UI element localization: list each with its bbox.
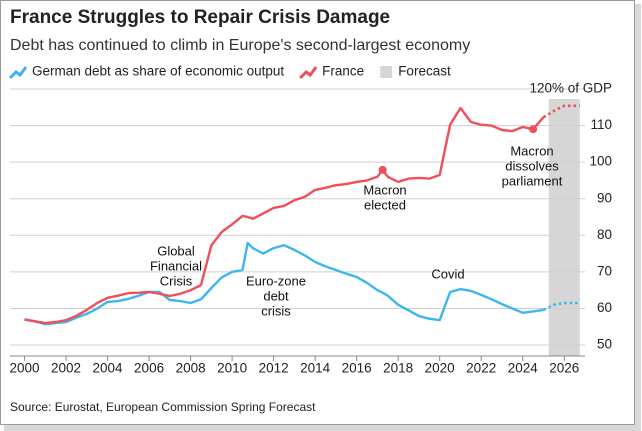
x-tick-label: 2004	[93, 361, 124, 376]
event-marker	[529, 125, 538, 134]
chart-title: France Struggles to Repair Crisis Damage	[10, 7, 390, 28]
annotation: crisis	[261, 303, 291, 318]
forecast-band	[548, 99, 580, 356]
annotation: dissolves	[505, 158, 559, 173]
x-tick-label: 2026	[549, 361, 579, 376]
annotation: Macron	[363, 182, 406, 197]
x-tick-label: 2020	[425, 361, 455, 376]
annotation: Macron	[510, 143, 553, 158]
x-tick-label: 2008	[176, 361, 206, 376]
annotation: Financial	[150, 258, 202, 273]
y-tick-label: 50	[597, 337, 612, 352]
annotation: Crisis	[160, 273, 193, 288]
y-tick-label: 90	[597, 190, 612, 205]
y-tick-label: 80	[597, 227, 612, 242]
x-tick-label: 2016	[342, 361, 372, 376]
frame-shadow	[4, 425, 641, 431]
x-tick-label: 2000	[10, 361, 40, 376]
frame-shadow	[635, 4, 641, 429]
annotation: Covid	[431, 266, 464, 281]
forecast-line	[542, 301, 580, 312]
legend-icon	[8, 66, 28, 80]
x-tick-label: 2014	[300, 361, 331, 376]
x-tick-label: 2002	[51, 361, 81, 376]
series-line	[24, 106, 545, 325]
legend-icon	[299, 66, 318, 80]
frame	[0, 0, 635, 425]
y-tick-label: 60	[597, 300, 612, 315]
x-tick-label: 2018	[383, 361, 413, 376]
chart-subtitle: Debt has continued to climb in Europe's …	[10, 37, 470, 54]
legend-label: Forecast	[398, 64, 451, 79]
y-tick-label: 100	[589, 154, 612, 169]
legend-label: German debt as share of economic output	[32, 64, 284, 79]
x-tick-label: 2010	[217, 361, 247, 376]
y-tick-label: 110	[590, 117, 612, 132]
legend-swatch	[380, 66, 393, 78]
annotation: parliament	[502, 173, 563, 188]
y-tick-label: 70	[597, 263, 612, 278]
annotation: elected	[364, 197, 406, 212]
x-tick-label: 2022	[466, 361, 496, 376]
forecast-line	[542, 104, 580, 119]
annotation: Euro-zone	[246, 273, 306, 288]
x-tick-label: 2006	[134, 361, 164, 376]
annotation: debt	[263, 288, 289, 303]
source: Source: Eurostat, European Commission Sp…	[10, 400, 316, 414]
event-marker	[378, 165, 387, 174]
legend-label: France	[322, 64, 364, 79]
series-line	[24, 241, 544, 326]
x-tick-label: 2024	[508, 361, 539, 376]
y-tick-label: 120% of GDP	[529, 81, 612, 96]
x-tick-label: 2012	[259, 361, 289, 376]
annotation: Global	[157, 243, 195, 258]
